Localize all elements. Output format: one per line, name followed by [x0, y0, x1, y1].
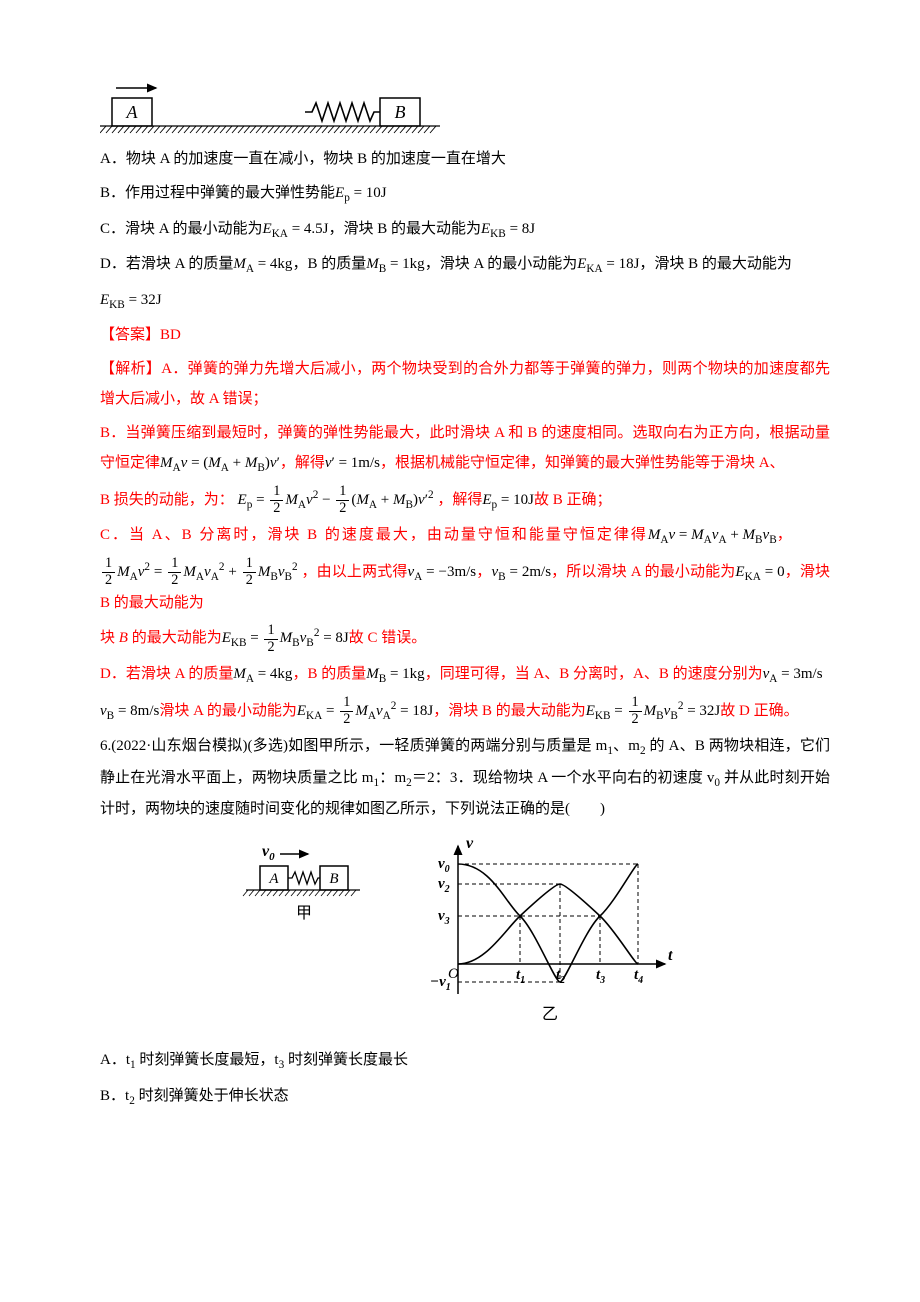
explain-c3: 块 B 的最大动能为EKB = 12MBvB2 = 8J故 C 错误。 [100, 622, 830, 655]
question-6: 6.(2022·山东烟台模拟)(多选)如图甲所示，一轻质弹簧的两端分别与质量是 … [100, 731, 830, 824]
fig-yi-svg: v t O v0 v2 v3 −v1 t1 t2 [410, 834, 690, 1024]
option-d-t4: ，滑块 B 的最大动能为 [639, 256, 792, 272]
expc-t1a: C．当 A、B 分离时，滑块 B 的速度最大 [100, 527, 410, 543]
expd-eq5: EKA = 12MAvA2 = 18J [297, 703, 433, 719]
expd-eq2: MB = 1kg [366, 666, 424, 682]
explain-c1: C．当 A、B 分离时，滑块 B 的速度最大，由动量守恒和能量守恒定律得MAv … [100, 520, 830, 552]
expd-t2: ，B 的质量 [292, 666, 366, 682]
option-b-text: B．作用过程中弹簧的最大弹性势能 [100, 185, 335, 201]
expc-t2: ，由以上两式得 [302, 564, 408, 580]
option-c-t1: C．滑块 A 的最小动能为 [100, 221, 263, 237]
expc-eq4: vB = 2m/s [491, 564, 551, 580]
option-d-eq2: MB = 1kg [366, 256, 424, 272]
option-c-t2: ，滑块 B 的最大动能为 [328, 221, 481, 237]
expd-t6: 故 D 正确。 [720, 703, 798, 719]
expc-t1b: ，由动量守恒和能量守恒定律得 [410, 527, 648, 543]
explain-c2: 12MAv2 = 12MAvA2 + 12MBvB2 ，由以上两式得vA = −… [100, 556, 830, 619]
q6b-t2: 时刻弹簧处于伸长状态 [135, 1088, 289, 1104]
explain-d1: D．若滑块 A 的质量MA = 4kg，B 的质量MB = 1kg，同理可得，当… [100, 659, 830, 691]
expc-t3: ， [476, 564, 491, 580]
expb-eq1: MAv = (MA + MB)v′ [160, 455, 280, 471]
expb-eq3: Ep = 12MAv2 − 12(MA + MB)v′2 [238, 492, 438, 508]
option-c-eq2: EKB = 8J [481, 221, 535, 237]
option-b-eq: Ep = 10J [335, 185, 387, 201]
expb-t3: ，根据机械能守恒定律，知弹簧的最大弹性势能等于滑块 A、 [380, 455, 785, 471]
svg-text:A: A [126, 102, 139, 122]
q6-t4: ：m [379, 770, 406, 786]
svg-text:B: B [395, 102, 406, 122]
explain-b: B．当弹簧压缩到最短时，弹簧的弹性势能最大，此时滑块 A 和 B 的速度相同。选… [100, 418, 830, 480]
expb-t4: B 损失的动能，为： [100, 492, 234, 508]
option-d-t3: ，滑块 A 的最小动能为 [425, 256, 578, 272]
q6a-t1: A．t [100, 1052, 130, 1068]
expb-t5: ，解得 [437, 492, 482, 508]
svg-text:t4: t4 [634, 967, 643, 986]
expc-eq1: MAv = MAvA + MBvB [648, 527, 777, 543]
svg-text:A: A [268, 871, 279, 887]
fig-jia: v0 A B 甲 [240, 834, 380, 935]
expc-eq3: vA = −3m/s [407, 564, 476, 580]
expb-t6: 故 B 正确； [534, 492, 612, 508]
expd-t4: 滑块 A 的最小动能为 [159, 703, 297, 719]
option-d-cont: EKB = 32J [100, 285, 830, 317]
svg-text:v: v [466, 835, 474, 852]
expc-eq6: EKB = 12MBvB2 = 8J [222, 630, 349, 646]
option-d-t2: ，B 的质量 [292, 256, 366, 272]
expd-eq1: MA = 4kg [233, 666, 292, 682]
svg-text:v3: v3 [438, 908, 450, 927]
answer-label: 【答案】BD [100, 320, 830, 350]
q6b-t1: B．t [100, 1088, 129, 1104]
option-b: B．作用过程中弹簧的最大弹性势能Ep = 10J [100, 178, 830, 210]
explain-d2: vB = 8m/s滑块 A 的最小动能为EKA = 12MAvA2 = 18J，… [100, 695, 830, 728]
q6-t2: 、m [613, 738, 640, 754]
q6-t1: 6.(2022·山东烟台模拟)(多选)如图甲所示，一轻质弹簧的两端分别与质量是 … [100, 738, 607, 754]
option-d-t1: D．若滑块 A 的质量 [100, 256, 233, 272]
svg-text:t3: t3 [596, 967, 605, 986]
expd-t3: ，同理可得，当 A、B 分离时，A、B 的速度分别为 [425, 666, 763, 682]
option-a: A．物块 A 的加速度一直在减小，物块 B 的加速度一直在增大 [100, 144, 830, 174]
expd-t1: D．若滑块 A 的质量 [100, 666, 233, 682]
option-c: C．滑块 A 的最小动能为EKA = 4.5J，滑块 B 的最大动能为EKB =… [100, 214, 830, 246]
option-d-eq1: MA = 4kg [233, 256, 292, 272]
svg-text:乙: 乙 [542, 1006, 558, 1023]
expc-eq2: 12MAv2 = 12MAvA2 + 12MBvB2 [100, 564, 302, 580]
option-c-eq1: EKA = 4.5J [263, 221, 329, 237]
expc-eq5: EKA = 0 [735, 564, 784, 580]
explain-a: 【解析】A．弹簧的弹力先增大后减小，两个物块受到的合外力都等于弹簧的弹力，则两个… [100, 354, 830, 414]
svg-text:O: O [448, 966, 459, 982]
figures-row: v0 A B 甲 [100, 834, 830, 1035]
svg-text:甲: 甲 [296, 905, 312, 922]
svg-text:v0: v0 [438, 856, 450, 875]
expb-eq2: v′ = 1m/s [325, 455, 380, 471]
expd-eq3: vA = 3m/s [763, 666, 823, 682]
diagram1-svg: A B [100, 80, 440, 140]
svg-text:B: B [329, 871, 338, 887]
expc-t6: 故 C 错误。 [349, 630, 427, 646]
option-d-eq3: EKA = 18J [577, 256, 639, 272]
svg-text:v2: v2 [438, 876, 450, 895]
expc-t1c: ， [777, 527, 794, 543]
svg-text:t1: t1 [516, 967, 525, 986]
expc-t4: ，所以滑块 A 的最小动能为 [551, 564, 735, 580]
svg-text:t: t [668, 947, 673, 964]
q6-option-a: A．t1 时刻弹簧长度最短，t3 时刻弹簧长度最长 [100, 1045, 830, 1077]
svg-text:v0: v0 [262, 843, 275, 863]
q6-option-b: B．t2 时刻弹簧处于伸长状态 [100, 1081, 830, 1113]
fig-jia-svg: v0 A B 甲 [240, 834, 380, 924]
diagram-blocks-spring: A B [100, 80, 830, 140]
expd-eq4: vB = 8m/s [100, 703, 159, 719]
expb-t2: ，解得 [280, 455, 325, 471]
option-d-eq4: EKB = 32J [100, 292, 162, 308]
fig-yi: v t O v0 v2 v3 −v1 t1 t2 [410, 834, 690, 1035]
explain-b2: B 损失的动能，为： Ep = 12MAv2 − 12(MA + MB)v′2 … [100, 484, 830, 517]
expd-t5: ，滑块 B 的最大动能为 [433, 703, 586, 719]
q6-t5: ＝2：3．现给物块 A 一个水平向右的初速度 v [412, 770, 715, 786]
q6a-t3: 时刻弹簧长度最长 [284, 1052, 408, 1068]
expd-eq6: EKB = 12MBvB2 = 32J [586, 703, 721, 719]
option-d: D．若滑块 A 的质量MA = 4kg，B 的质量MB = 1kg，滑块 A 的… [100, 249, 830, 281]
expb-eq4: Ep = 10J [482, 492, 534, 508]
q6a-t2: 时刻弹簧长度最短，t [136, 1052, 279, 1068]
